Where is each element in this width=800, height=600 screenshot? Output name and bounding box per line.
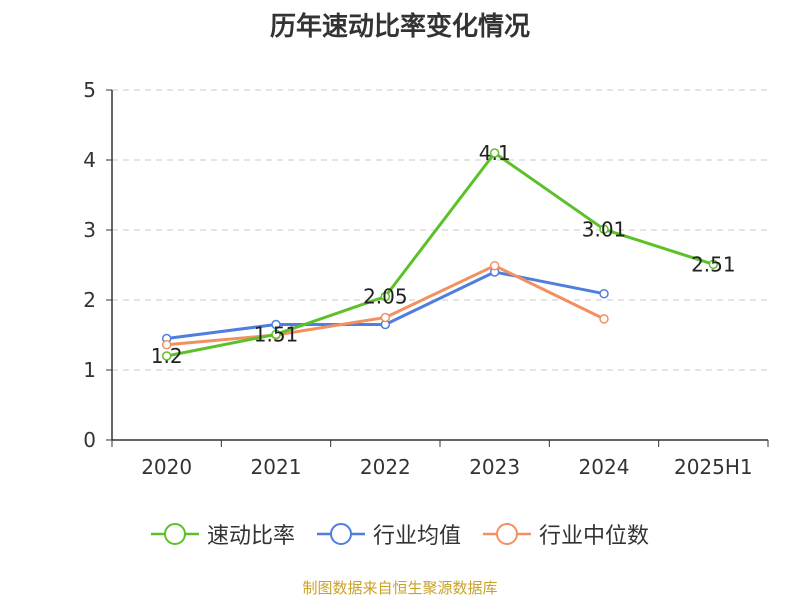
data-point: [271, 329, 281, 340]
legend-item: 速动比率: [150, 518, 295, 550]
series-line-速动比率: [166, 151, 714, 358]
data-point: [380, 291, 391, 302]
data-point: [599, 314, 609, 324]
legend-item: 行业均值: [316, 518, 461, 550]
data-label: 4.1: [479, 141, 511, 165]
x-tick-label: 2024: [579, 455, 630, 479]
x-tick-label: 2025H1: [674, 455, 753, 479]
x-tick-label: 2023: [469, 455, 520, 479]
y-tick-label: 2: [83, 288, 96, 312]
data-point: [599, 288, 609, 299]
legend: 速动比率 行业均值 行业中位数: [0, 518, 800, 550]
data-point: [161, 340, 172, 350]
data-point: [161, 351, 172, 361]
data-point: [380, 312, 391, 323]
x-tick-label: 2022: [360, 455, 411, 479]
data-point: [271, 319, 281, 330]
data-label: 1.2: [151, 344, 183, 368]
y-tick-label: 3: [83, 218, 96, 242]
legend-item: 行业中位数: [483, 518, 649, 550]
data-label: 1.51: [254, 322, 299, 346]
legend-swatch: [316, 523, 365, 545]
data-label: 2.05: [363, 285, 408, 309]
data-point: [599, 224, 609, 235]
legend-label: 行业均值: [372, 524, 461, 549]
legend-label: 行业中位数: [539, 524, 650, 549]
chart-title: 历年速动比率变化情况: [269, 12, 530, 42]
x-tick-label: 2021: [251, 455, 302, 479]
legend-label: 速动比率: [206, 524, 295, 549]
data-point: [708, 259, 719, 270]
data-point: [489, 148, 500, 158]
y-tick-label: 1: [83, 358, 96, 382]
legend-swatch: [150, 523, 199, 545]
source-note: 制图数据来自恒生聚源数据库: [302, 579, 498, 597]
data-label: 3.01: [582, 217, 627, 241]
y-tick-label: 4: [83, 148, 96, 172]
x-tick-label: 2020: [141, 455, 192, 479]
y-tick-label: 5: [83, 78, 96, 102]
legend-swatch: [483, 523, 531, 545]
data-label: 2.51: [691, 252, 736, 276]
y-tick-label: 0: [83, 428, 96, 452]
data-point: [489, 260, 500, 271]
